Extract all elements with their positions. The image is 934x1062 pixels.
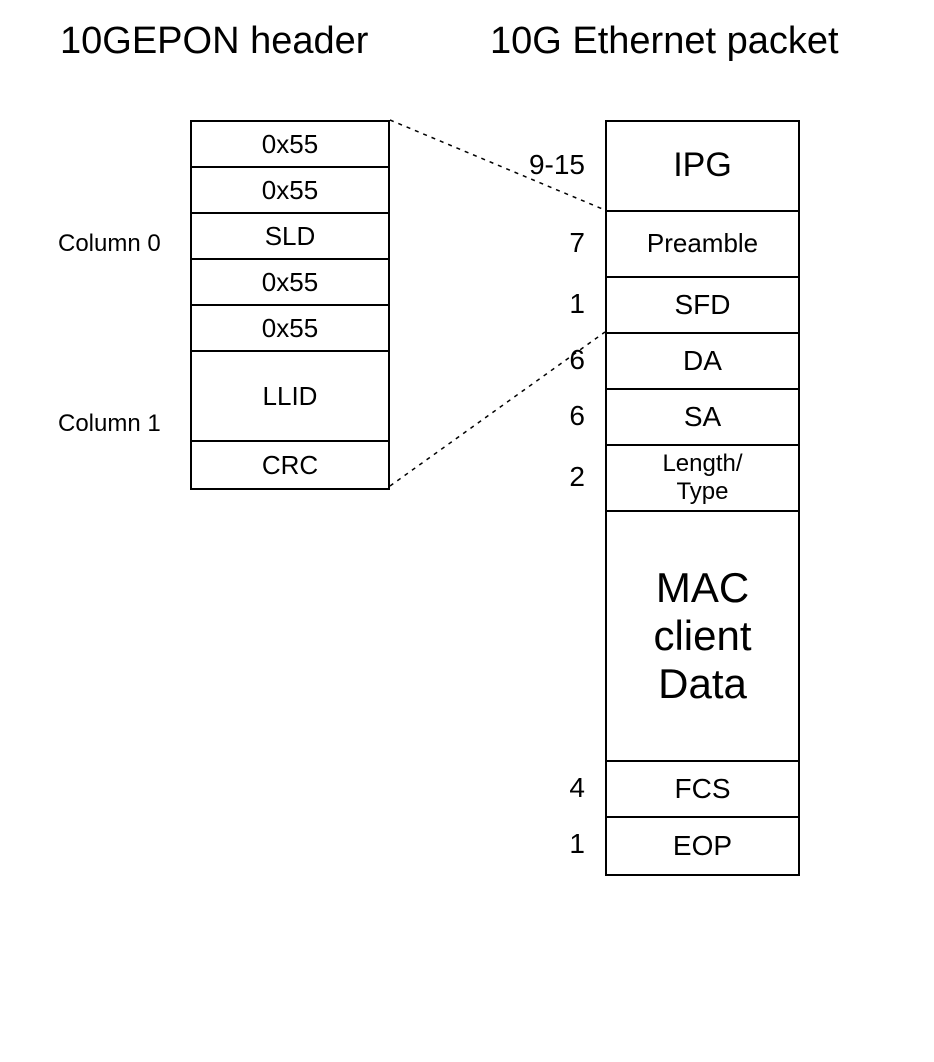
packet-cell: EOP xyxy=(607,818,798,874)
byte-count-label: 6 xyxy=(505,400,585,432)
header-cell: CRC xyxy=(192,442,388,488)
packet-cell: DA xyxy=(607,334,798,390)
byte-count-label: 1 xyxy=(505,288,585,320)
packet-cell: MAC client Data xyxy=(607,512,798,762)
gepon-header-stack: 0x550x55SLD0x550x55LLIDCRC xyxy=(190,120,390,490)
ethernet-packet-stack: IPGPreambleSFDDASALength/ TypeMAC client… xyxy=(605,120,800,876)
byte-count-label: 6 xyxy=(505,344,585,376)
header-cell: 0x55 xyxy=(192,122,388,168)
header-cell: 0x55 xyxy=(192,168,388,214)
packet-cell: Length/ Type xyxy=(607,446,798,512)
byte-count-label: 1 xyxy=(505,828,585,860)
header-cell: SLD xyxy=(192,214,388,260)
title-right: 10G Ethernet packet xyxy=(490,20,839,63)
column-0-label: Column 0 xyxy=(58,230,161,258)
header-cell: LLID xyxy=(192,352,388,442)
packet-cell: SA xyxy=(607,390,798,446)
byte-count-label: 2 xyxy=(505,461,585,493)
byte-count-label: 9-15 xyxy=(505,149,585,181)
header-cell: 0x55 xyxy=(192,260,388,306)
byte-count-label: 4 xyxy=(505,772,585,804)
column-1-label: Column 1 xyxy=(58,410,161,438)
title-left: 10GEPON header xyxy=(60,20,368,63)
packet-cell: SFD xyxy=(607,278,798,334)
packet-cell: IPG xyxy=(607,122,798,212)
packet-cell: Preamble xyxy=(607,212,798,278)
header-cell: 0x55 xyxy=(192,306,388,352)
packet-cell: FCS xyxy=(607,762,798,818)
byte-count-label: 7 xyxy=(505,227,585,259)
